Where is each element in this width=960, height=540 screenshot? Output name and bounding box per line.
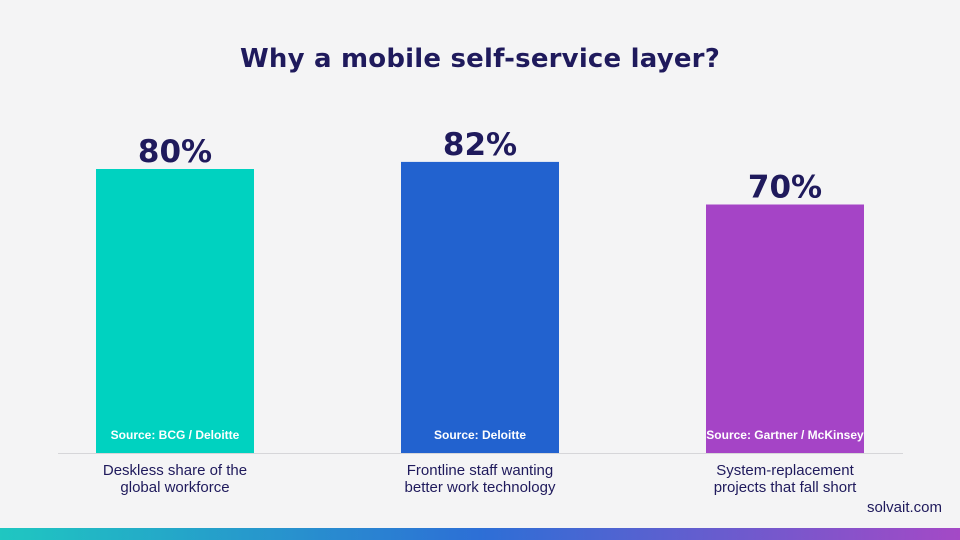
category-label-line: better work technology (405, 479, 556, 496)
category-label-3: System-replacement projects that fall sho… (714, 462, 857, 496)
bar-3 (706, 204, 864, 453)
brand-link[interactable]: solvait.com (866, 499, 942, 516)
category-label-line: Frontline staff wanting (407, 462, 553, 479)
category-label-2: Frontline staff wanting better work techn… (405, 462, 556, 496)
category-label-line: Deskless share of the (103, 462, 247, 479)
category-label-1: Deskless share of the global workforce (103, 462, 247, 496)
bar-source-label-2: Source: Deloitte (434, 428, 526, 442)
bar-value-label-2: 82% (443, 127, 517, 163)
category-label-line: global workforce (120, 479, 229, 496)
footer-gradient-bar (0, 528, 960, 540)
bar-value-label-3: 70% (748, 170, 822, 206)
bar-source-label-1: Source: BCG / Deloitte (111, 428, 240, 442)
category-label-line: System-replacement (716, 462, 854, 479)
bar-source-label-3: Source: Gartner / McKinsey (706, 428, 864, 442)
bar-1 (96, 169, 254, 453)
chart-title: Why a mobile self-service layer? (240, 44, 720, 74)
category-label-line: projects that fall short (714, 479, 857, 496)
bar-value-label-1: 80% (138, 134, 212, 170)
bar-2 (401, 161, 559, 453)
